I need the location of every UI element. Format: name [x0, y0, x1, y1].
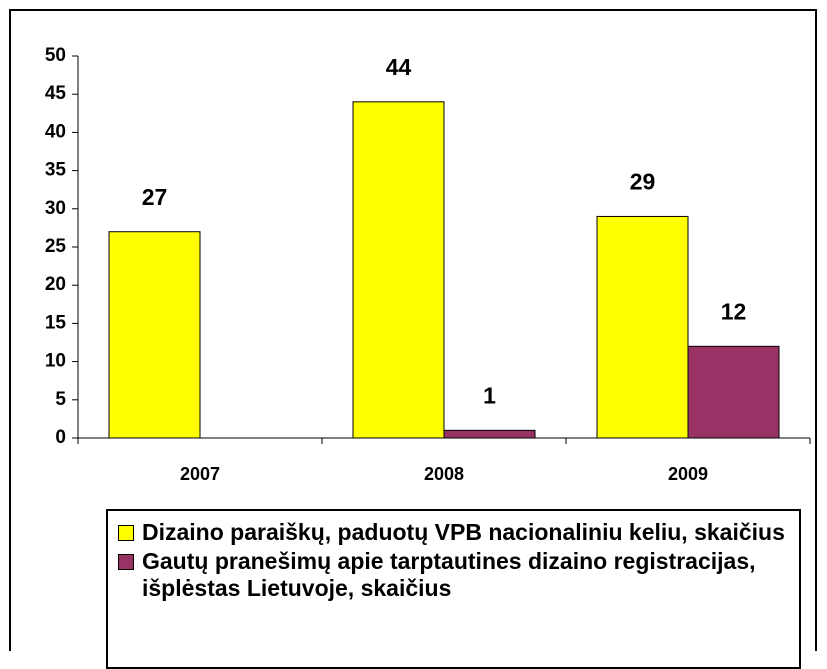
data-label: 44	[386, 54, 412, 80]
x-tick-label: 2009	[668, 464, 708, 484]
legend-label: Dizaino paraiškų, paduotų VPB nacionalin…	[142, 519, 785, 545]
legend-label: Gautų pranešimų apie tarptautines dizain…	[142, 548, 756, 601]
bar	[352, 101, 445, 439]
x-tick-label: 2008	[424, 464, 464, 484]
y-tick-label: 20	[45, 274, 66, 295]
legend-entry: Dizaino paraiškų, paduotų VPB nacionalin…	[118, 519, 789, 546]
y-tick-label: 15	[45, 312, 67, 333]
bar	[596, 215, 689, 439]
chart-border	[9, 9, 817, 651]
chart: 0 5 10 15 20 25 30 35 40 45 50 2007 27 2008 44 1 2009 29 1…	[9, 9, 817, 651]
y-tick-label: 10	[45, 351, 66, 372]
y-tick-label: 35	[45, 160, 67, 181]
legend-swatch	[118, 525, 134, 541]
y-tick-label: 30	[45, 198, 66, 219]
y-tick-label: 25	[45, 236, 67, 257]
bar	[687, 345, 780, 439]
data-label: 12	[721, 298, 747, 324]
legend-entry: Gautų pranešimų apie tarptautines dizain…	[118, 548, 789, 602]
legend-swatch	[118, 554, 134, 570]
data-label: 27	[142, 184, 168, 210]
data-label: 1	[483, 382, 496, 408]
y-tick-label: 0	[55, 427, 66, 448]
y-tick-label: 45	[45, 83, 67, 104]
bar	[443, 429, 536, 439]
bar	[108, 231, 201, 439]
x-tick-label: 2007	[180, 464, 220, 484]
legend: Dizaino paraiškų, paduotų VPB nacionalin…	[106, 509, 801, 669]
page: {"chart_data": {"type": "bar", "categori…	[9, 9, 817, 669]
y-tick-label: 40	[45, 121, 66, 142]
y-tick-label: 5	[55, 389, 66, 410]
y-tick-label: 50	[45, 45, 66, 66]
data-label: 29	[630, 169, 656, 195]
